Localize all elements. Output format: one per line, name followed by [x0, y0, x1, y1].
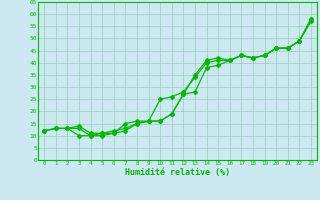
X-axis label: Humidité relative (%): Humidité relative (%): [125, 168, 230, 177]
